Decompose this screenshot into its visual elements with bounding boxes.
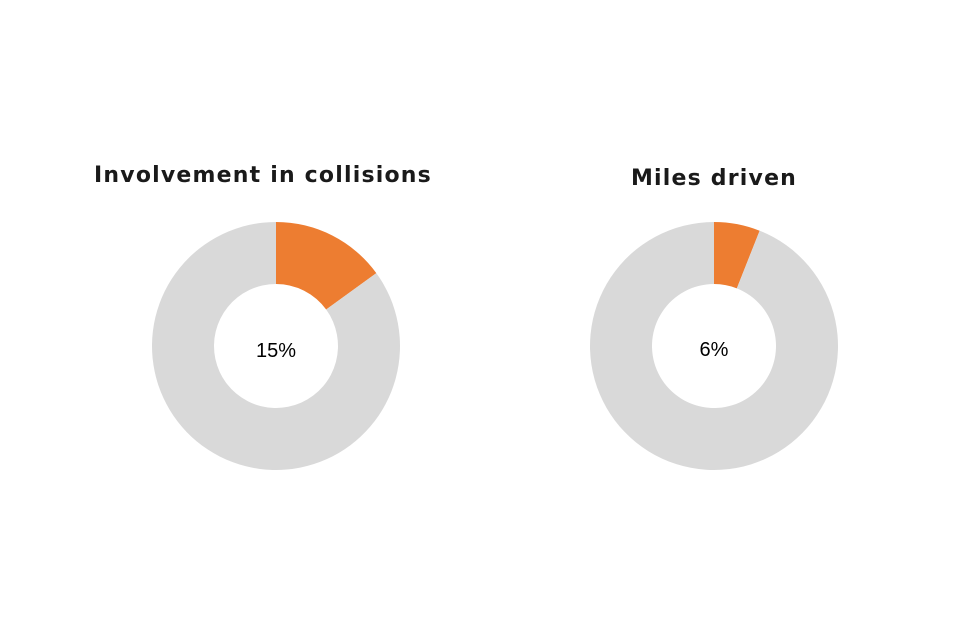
donut-slices-collisions <box>151 222 400 471</box>
donut-slices-miles <box>590 222 839 470</box>
center-label-collisions: 15% <box>256 340 296 362</box>
chart-title-miles: Miles driven <box>631 166 797 191</box>
center-label-miles: 6% <box>700 339 729 361</box>
donut-slice-miles-1 <box>590 222 839 470</box>
donut-slice-collisions-1 <box>151 222 400 471</box>
donut-chart-miles: Miles driven 6% <box>590 166 839 470</box>
donut-slice-miles-0 <box>714 222 760 289</box>
donut-chart-collisions: Involvement in collisions 15% <box>94 163 432 471</box>
donut-slice-collisions-0 <box>276 222 377 310</box>
chart-title-collisions: Involvement in collisions <box>94 163 432 188</box>
